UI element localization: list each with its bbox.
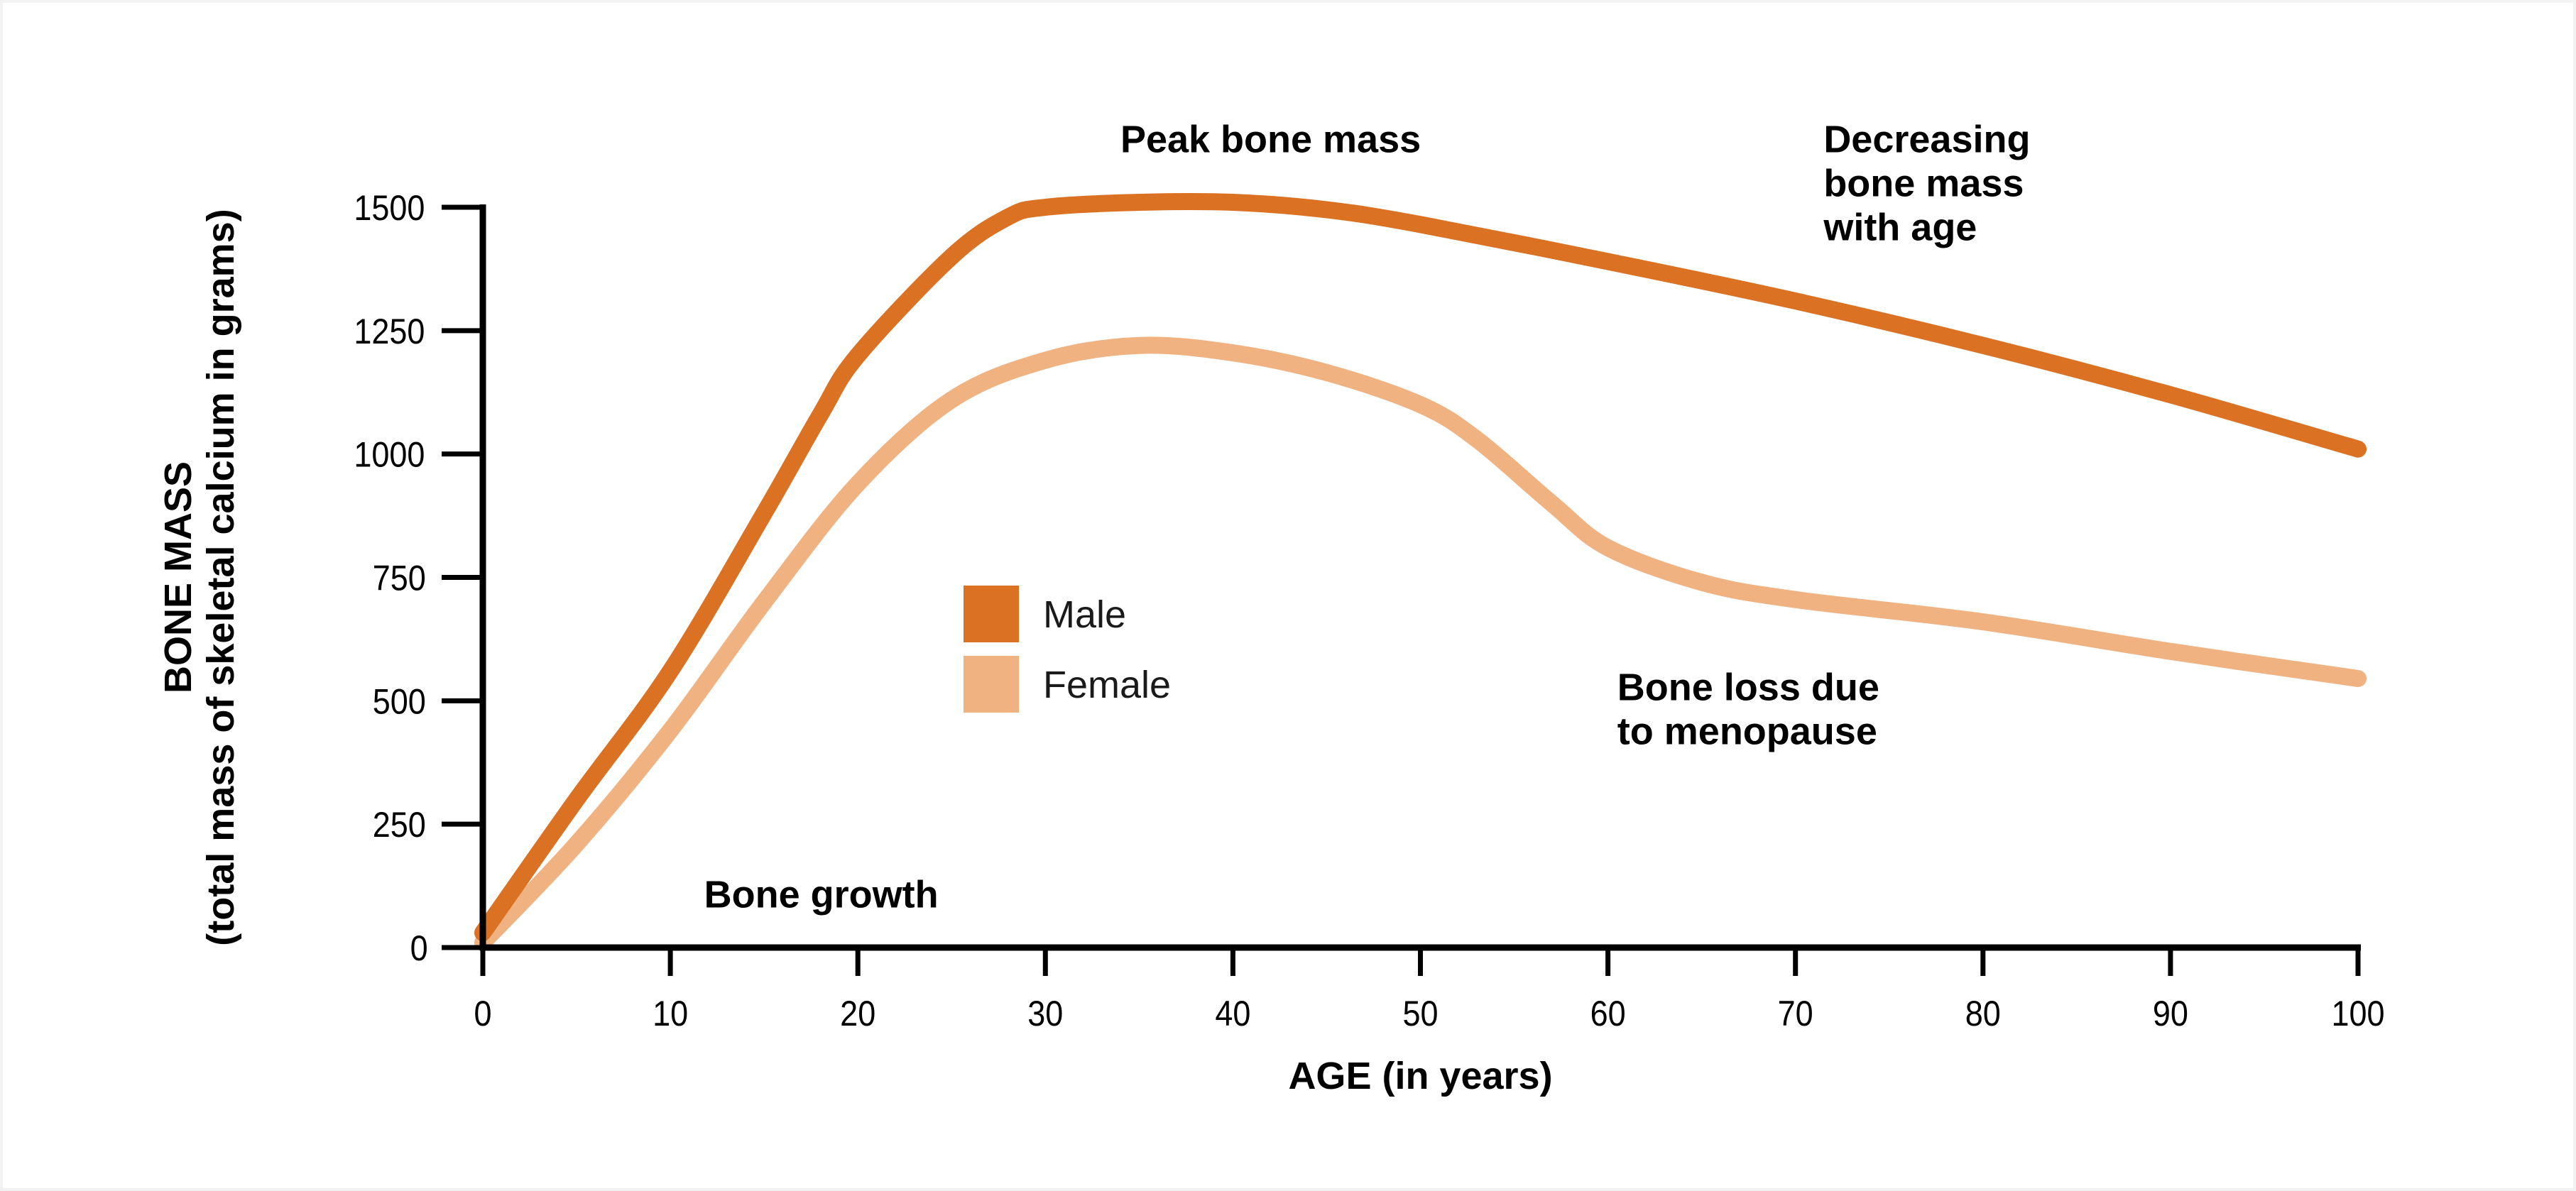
x-axis-title: AGE (in years) [1288,1055,1552,1097]
series-layer [474,192,2367,951]
ticks-layer: 0 250 500 750 1000 1250 1500 0 10 20 30 40 50 60 70 80 9… [354,189,2384,1034]
y-tick-label: 250 [373,806,426,845]
x-tick-label: 10 [653,994,688,1034]
x-tick-label: 40 [1215,994,1250,1034]
legend-swatch-male [964,586,1019,642]
annotation-line: to menopause [1617,710,1877,752]
y-axis-title-line: BONE MASS [157,461,200,693]
y-tick-label: 1500 [354,189,425,229]
series-line-male [474,192,2367,942]
annotation-line: with age [1823,207,1977,249]
y-axis-title-line: (total mass of skeletal calcium in grams… [200,209,242,945]
legend-label-male: Male [1043,593,1126,636]
y-tick-label: 500 [373,682,426,722]
annotation-line: Bone loss due [1617,666,1879,708]
annotation-line: Peak bone mass [1120,119,1421,161]
annotation-line: Decreasing [1823,119,2030,161]
x-tick-label: 100 [2331,994,2384,1034]
x-tick-label: 80 [1965,994,2001,1034]
y-tick-label: 1000 [354,436,425,476]
legend-label-female: Female [1043,664,1171,706]
annotation-line: bone mass [1823,163,2024,205]
x-tick-label: 90 [2153,994,2188,1034]
x-tick-label: 0 [474,994,491,1034]
series-line-female [474,336,2367,951]
legend-swatch-female [964,656,1019,713]
y-axis-title: BONE MASS (total mass of skeletal calcium… [157,209,242,945]
chart-frame: 0 250 500 750 1000 1250 1500 0 10 20 30 40 50 60 70 80 9… [3,3,2573,1188]
annotation: Bone growth [704,874,939,916]
y-tick-label: 1250 [354,312,425,352]
annotation-line: Bone growth [704,874,939,916]
y-tick-label: 0 [410,929,428,969]
y-tick-label: 750 [373,559,426,598]
axes-layer [479,204,2361,951]
x-tick-label: 30 [1027,994,1063,1034]
bone-mass-chart: 0 250 500 750 1000 1250 1500 0 10 20 30 40 50 60 70 80 9… [157,119,2385,1097]
legend: Male Female [964,586,1171,713]
x-tick-label: 70 [1778,994,1813,1034]
x-tick-label: 60 [1590,994,1626,1034]
x-tick-label: 50 [1402,994,1438,1034]
annotation: Peak bone mass [1120,119,1421,161]
x-tick-label: 20 [840,994,875,1034]
